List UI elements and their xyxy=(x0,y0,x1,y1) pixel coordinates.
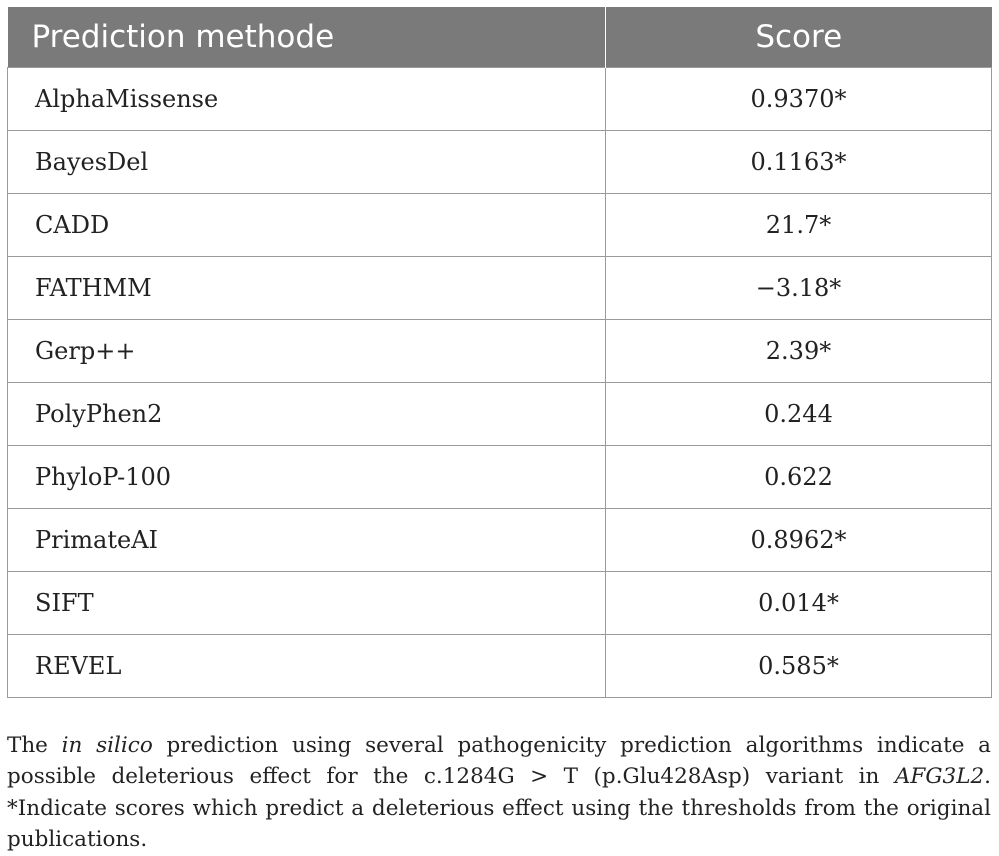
table-header-row: Prediction methode Score xyxy=(7,7,992,68)
score-cell: 2.39* xyxy=(605,319,992,383)
score-cell: 21.7* xyxy=(605,193,992,257)
caption-text: The xyxy=(7,732,62,758)
score-cell: 0.9370* xyxy=(605,67,992,131)
table-row: AlphaMissense 0.9370* xyxy=(7,67,992,131)
score-cell: 0.244 xyxy=(605,382,992,446)
method-cell: SIFT xyxy=(7,571,606,635)
table-row: PrimateAI 0.8962* xyxy=(7,508,992,572)
caption-gene-name: AFG3L2 xyxy=(894,764,985,789)
score-cell: −3.18* xyxy=(605,256,992,320)
prediction-table: Prediction methode Score AlphaMissense 0… xyxy=(7,7,992,698)
method-cell: PhyloP-100 xyxy=(7,445,606,509)
method-cell: REVEL xyxy=(7,634,606,698)
method-cell: PrimateAI xyxy=(7,508,606,572)
method-cell: BayesDel xyxy=(7,130,606,194)
prediction-table-container: Prediction methode Score AlphaMissense 0… xyxy=(7,7,992,698)
method-cell: FATHMM xyxy=(7,256,606,320)
method-cell: Gerp++ xyxy=(7,319,606,383)
score-cell: 0.622 xyxy=(605,445,992,509)
method-cell: PolyPhen2 xyxy=(7,382,606,446)
method-cell: CADD xyxy=(7,193,606,257)
table-row: FATHMM −3.18* xyxy=(7,256,992,320)
table-row: CADD 21.7* xyxy=(7,193,992,257)
table-row: SIFT 0.014* xyxy=(7,571,992,635)
score-cell: 0.585* xyxy=(605,634,992,698)
caption-text: prediction using several pathogenicity p… xyxy=(7,732,991,790)
table-row: REVEL 0.585* xyxy=(7,634,992,698)
table-row: Gerp++ 2.39* xyxy=(7,319,992,383)
method-cell: AlphaMissense xyxy=(7,67,606,131)
table-row: PolyPhen2 0.244 xyxy=(7,382,992,446)
table-row: PhyloP-100 0.622 xyxy=(7,445,992,509)
score-cell: 0.014* xyxy=(605,571,992,635)
score-cell: 0.8962* xyxy=(605,508,992,572)
header-score: Score xyxy=(605,7,992,68)
table-caption: The in silico prediction using several p… xyxy=(7,730,991,856)
header-prediction-method: Prediction methode xyxy=(7,7,606,68)
table-row: BayesDel 0.1163* xyxy=(7,130,992,194)
caption-italic-term: in silico xyxy=(61,732,153,758)
score-cell: 0.1163* xyxy=(605,130,992,194)
